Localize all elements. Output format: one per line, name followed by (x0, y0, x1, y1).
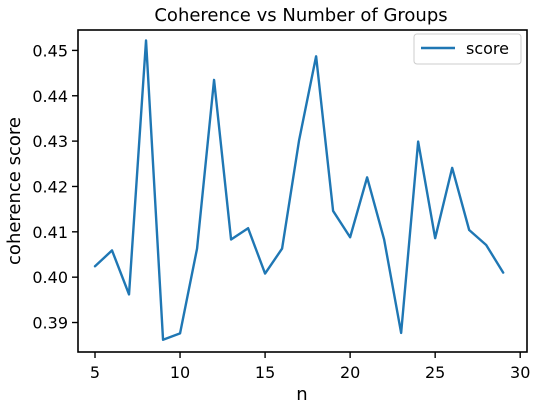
x-tick-label: 10 (170, 363, 190, 382)
legend-entry-score: score (466, 39, 509, 58)
legend-box (413, 33, 522, 65)
y-tick-label: 0.39 (32, 314, 68, 333)
y-tick-label: 0.40 (32, 268, 68, 287)
y-tick-label: 0.44 (32, 87, 68, 106)
x-tick-label: 25 (425, 363, 445, 382)
series-layer (93, 39, 505, 341)
x-tick-label: 5 (90, 363, 100, 382)
plot-area (77, 29, 528, 353)
y-tick-label: 0.41 (32, 223, 68, 242)
x-tick-label: 20 (340, 363, 360, 382)
x-axis-label: n (296, 384, 307, 405)
plot-frame (77, 29, 528, 353)
x-tick-label: 15 (255, 363, 275, 382)
x-axis: 5 10 15 20 25 30 (90, 352, 530, 382)
y-tick-label: 0.43 (32, 132, 68, 151)
y-axis-label: coherence score (4, 117, 25, 265)
y-tick-label: 0.45 (32, 41, 68, 60)
x-tick-label: 30 (510, 363, 530, 382)
legend: score (413, 33, 522, 65)
y-tick-label: 0.42 (32, 177, 68, 196)
y-axis: 0.39 0.40 0.41 0.42 0.43 0.44 0.45 (32, 41, 78, 333)
series-line-score (93, 39, 505, 341)
chart-title: Coherence vs Number of Groups (154, 5, 447, 26)
